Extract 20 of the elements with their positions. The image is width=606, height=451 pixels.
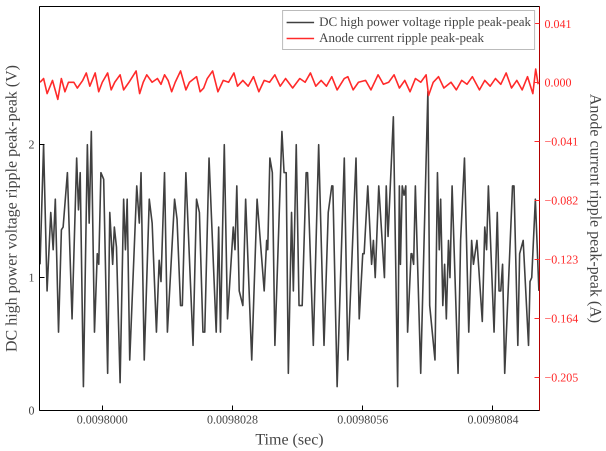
y-axis-title: DC high power voltage ripple peak-peak (V) (4, 64, 20, 352)
y2-tick-label: 0.041 (544, 16, 572, 31)
y-tick-label: 0 (28, 404, 34, 418)
x-axis-title: Time (sec) (255, 432, 324, 448)
y2-tick-label: −0.082 (544, 194, 578, 208)
y-tick-label: 1 (28, 270, 34, 285)
y-tick-label: 2 (28, 138, 34, 152)
x-tick-label: 0.0098000 (76, 412, 128, 426)
y2-tick-label: −0.205 (544, 370, 578, 384)
y2-axis-title: Anode current ripple peak-peak (A) (586, 94, 604, 324)
x-tick-label: 0.0098028 (207, 412, 258, 426)
legend-label: Anode current ripple peak-peak (319, 30, 484, 46)
y2-tick-label: −0.164 (544, 311, 578, 326)
legend-label: DC high power voltage ripple peak-peak (319, 14, 531, 30)
y2-tick-label: 0.000 (544, 76, 572, 90)
y2-tick-label: −0.123 (544, 252, 578, 267)
x-tick-label: 0.0098084 (467, 412, 518, 426)
x-tick-label: 0.0098056 (337, 412, 388, 426)
y2-tick-label: −0.041 (544, 134, 578, 149)
line-series (40, 90, 540, 388)
